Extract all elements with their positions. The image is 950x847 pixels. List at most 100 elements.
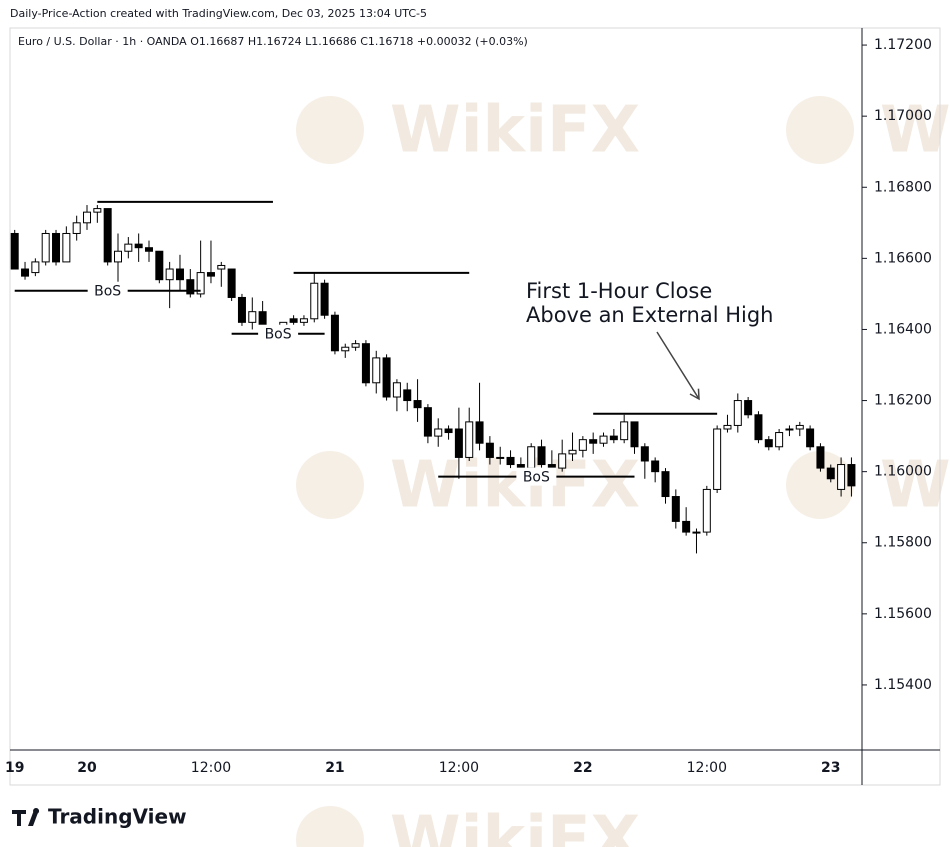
candle-body xyxy=(93,208,102,213)
candle-body xyxy=(175,268,184,281)
candle-body xyxy=(806,428,815,448)
candle-body xyxy=(248,311,257,323)
candle-body xyxy=(847,464,856,487)
brand-logo: TradingView xyxy=(12,805,187,829)
candle-body xyxy=(144,247,153,252)
brand-name: TradingView xyxy=(48,805,187,829)
x-tick-label: 22 xyxy=(573,760,592,776)
candle-body xyxy=(351,343,360,348)
candle-body xyxy=(341,346,350,352)
candle-body xyxy=(816,446,825,469)
candle-body xyxy=(537,446,546,466)
y-tick-label: 1.16600 xyxy=(874,250,932,266)
annotation-arrow xyxy=(656,331,700,401)
y-tick-label: 1.17000 xyxy=(874,108,932,124)
candle-body xyxy=(413,400,422,409)
candle-body xyxy=(165,268,174,281)
symbol-legend: Euro / U.S. Dollar · 1h · OANDA O1.16687… xyxy=(18,35,528,48)
candle-body xyxy=(382,357,391,398)
candle-body xyxy=(434,428,443,437)
candle-body xyxy=(485,442,494,458)
candle-body xyxy=(547,464,556,469)
candle-body xyxy=(578,439,587,451)
candle-body xyxy=(506,456,515,466)
candle-body xyxy=(620,421,629,441)
candle-body xyxy=(599,435,608,444)
candle-body xyxy=(702,488,711,533)
candle-body xyxy=(372,357,381,384)
candle-body xyxy=(837,464,846,490)
watermark: WikiFX xyxy=(880,94,950,168)
candle-body xyxy=(671,496,680,522)
candle-body xyxy=(31,261,40,274)
candle-body xyxy=(289,318,298,323)
watermark-badge xyxy=(296,96,364,164)
candle-body xyxy=(764,439,773,448)
y-tick-label: 1.15600 xyxy=(874,606,932,622)
watermark-badge xyxy=(296,451,364,519)
y-tick-label: 1.15400 xyxy=(874,677,932,693)
candle-body xyxy=(454,428,463,458)
y-tick-label: 1.16200 xyxy=(874,393,932,409)
candle-body xyxy=(475,421,484,444)
candle-body xyxy=(733,400,742,426)
candle-body xyxy=(21,268,30,277)
candle-body xyxy=(227,268,236,298)
candle-body xyxy=(744,400,753,416)
candle-body xyxy=(62,232,71,263)
y-tick-label: 1.16000 xyxy=(874,464,932,480)
watermark: WikiFX xyxy=(390,449,640,523)
candle-body xyxy=(423,407,432,437)
watermark-badge xyxy=(786,96,854,164)
level-label: BoS xyxy=(523,470,550,486)
candle-body xyxy=(651,460,660,473)
candle-body xyxy=(496,456,505,459)
frame xyxy=(9,27,941,786)
candle-body xyxy=(630,421,639,448)
candle-body xyxy=(661,471,670,498)
annotation-line: First 1-Hour Close xyxy=(526,279,712,303)
candle-body xyxy=(775,432,784,448)
candle-body xyxy=(682,520,691,533)
candle-body xyxy=(83,211,92,224)
level-label-bg xyxy=(516,467,557,486)
level-label: BoS xyxy=(265,327,292,343)
candle-body xyxy=(403,389,412,402)
x-tick-label: 23 xyxy=(821,760,840,776)
candle-body xyxy=(237,296,246,323)
x-tick-label: 21 xyxy=(325,760,344,776)
candle-body xyxy=(527,446,536,469)
x-tick-label: 12:00 xyxy=(191,760,231,776)
candle-body xyxy=(196,272,205,295)
level-label-bg xyxy=(258,324,299,343)
level-label-bg xyxy=(87,281,128,300)
candle-body xyxy=(330,314,339,352)
candle-body xyxy=(444,428,453,434)
candle-body xyxy=(206,272,215,277)
candle-body xyxy=(155,250,164,281)
x-tick-label: 12:00 xyxy=(439,760,479,776)
watermark: WikiFX xyxy=(390,94,640,168)
candle-body xyxy=(795,424,804,430)
level-label: BoS xyxy=(94,284,121,300)
candle-body xyxy=(361,343,370,384)
y-tick-label: 1.17200 xyxy=(874,37,932,53)
y-tick-label: 1.16400 xyxy=(874,321,932,337)
watermark-badge xyxy=(296,806,364,847)
candle-body xyxy=(754,414,763,441)
candle-body xyxy=(465,421,474,458)
x-tick-label: 19 xyxy=(5,760,24,776)
candle-body xyxy=(516,464,525,469)
watermark-layer: WikiFX WikiFX WikiFX WikiFX WikiFX xyxy=(296,94,950,847)
candle-body xyxy=(785,428,794,431)
candle-body xyxy=(103,208,112,263)
candle-body xyxy=(558,453,567,469)
candle-body xyxy=(310,282,319,320)
watermark-badge xyxy=(786,451,854,519)
candle-body xyxy=(114,250,122,263)
header: Daily-Price-Action created with TradingV… xyxy=(10,7,427,20)
candle-body xyxy=(568,449,577,455)
candle-body xyxy=(41,232,50,263)
candle-body xyxy=(299,318,308,323)
